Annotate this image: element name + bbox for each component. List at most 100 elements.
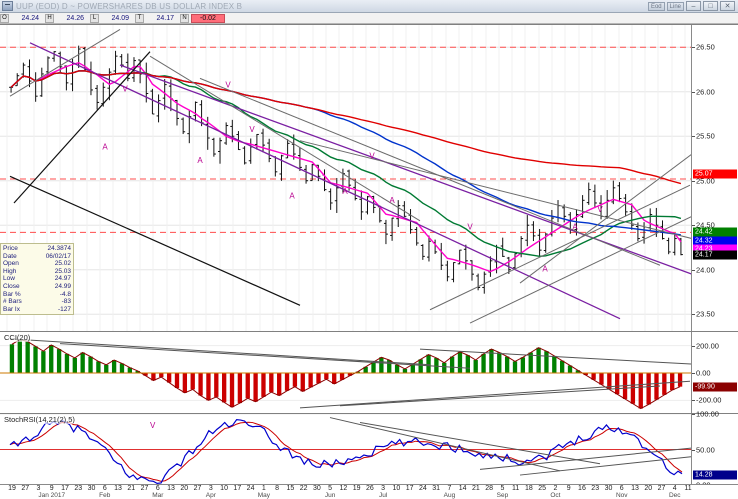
date-tick: 2 [553, 485, 558, 492]
chart-window-icon [2, 1, 13, 11]
price-axis-label: 25.00 [696, 176, 715, 186]
price-tag[interactable]: 24.17 [693, 250, 737, 260]
price-axis-label: 26.50 [696, 42, 715, 52]
date-tick: 6 [102, 485, 107, 492]
date-tick: 1 [261, 485, 266, 492]
minimize-button[interactable]: – [686, 1, 701, 11]
svg-text:V: V [467, 223, 473, 232]
readout-row: Price 24.3874 [3, 245, 71, 253]
cci-plot-area[interactable]: CCI(20) [0, 332, 692, 413]
date-month-label: Jun [324, 492, 336, 499]
close-button[interactable]: ✕ [720, 1, 735, 11]
date-tick: 20 [180, 485, 189, 492]
cci-chart-svg [0, 338, 691, 410]
window-title-bar: UUP (EOD) D ~ POWERSHARES DB US DOLLAR I… [0, 0, 738, 13]
date-tick: 25 [538, 485, 547, 492]
date-month-label: Oct [550, 492, 561, 499]
readout-label: Bar Ix [3, 305, 20, 313]
svg-text:A: A [542, 264, 548, 273]
cci-value-tag[interactable]: -99.90 [693, 382, 737, 392]
readout-value: 25.03 [54, 267, 71, 275]
readout-value: 24.97 [54, 275, 71, 283]
price-value-axis[interactable]: 26.50 26.00 25.50 25.00 24.50 24.00 23.50 25.07… [692, 25, 738, 331]
price-axis-tick [692, 269, 695, 271]
date-tick: 19 [352, 485, 361, 492]
date-month-label: May [257, 492, 270, 499]
ohlc-high-value: 24.26 [66, 14, 84, 22]
window-controls: Eod Line – □ ✕ [647, 1, 738, 11]
date-axis[interactable]: 19 27 3 9 Jan 2017 17 23 30 6 Feb 13 21 27 6 Mar 13 20 27… [0, 484, 738, 499]
date-tick: 24 [246, 485, 255, 492]
price-tag[interactable]: 24.42 [693, 227, 737, 237]
date-tick: 11 [684, 485, 692, 492]
ohlc-high-key: H [45, 13, 54, 23]
date-tick: 10 [392, 485, 401, 492]
readout-label: Open [3, 260, 19, 268]
readout-value: -4.8 [59, 290, 71, 298]
cci-value-axis[interactable]: 200.00 0.00 -200.00 -99.90 [692, 332, 738, 413]
svg-text:A: A [389, 196, 395, 205]
stochrsi-axis-label: 50.00 [696, 445, 715, 454]
maximize-button[interactable]: □ [703, 1, 718, 11]
date-tick: 3 [208, 485, 213, 492]
readout-value: -127 [57, 305, 71, 313]
stochrsi-indicator-panel[interactable]: StochRSI(14,21(2),5) V 100.0050.000.0014… [0, 410, 738, 490]
cci-axis-tick [692, 345, 695, 347]
readout-row: High 25.03 [3, 268, 71, 276]
ohlc-last-value: 24.17 [156, 14, 174, 22]
price-axis-tick [692, 314, 695, 316]
cci-axis-label: 200.00 [696, 341, 719, 351]
readout-label: High [3, 267, 17, 275]
date-tick: 9 [566, 485, 571, 492]
readout-row: Bar Ix -127 [3, 306, 71, 314]
price-tag[interactable]: 24.32 [693, 236, 737, 246]
date-month-label: Feb [99, 492, 111, 499]
date-tick: 16 [578, 485, 586, 492]
svg-text:V: V [122, 85, 128, 94]
readout-label: Low [3, 275, 15, 283]
date-tick: 20 [644, 485, 653, 492]
stochrsi-axis-tick [692, 414, 695, 415]
cci-indicator-panel[interactable]: CCI(20) 200.00 0.00 -200.00 -99.90 [0, 331, 738, 413]
ohlc-last-key: T [135, 13, 144, 23]
date-tick: 13 [167, 485, 175, 492]
price-axis-label: 26.00 [696, 87, 715, 97]
price-axis-tick [692, 91, 695, 93]
readout-value: -83 [61, 298, 71, 306]
date-tick: 5 [500, 485, 505, 492]
date-tick: 17 [233, 485, 242, 492]
ohlc-low-value: 24.09 [111, 14, 129, 22]
svg-text:V: V [249, 125, 255, 134]
ohlc-low: L 24.09 [90, 13, 135, 24]
stochrsi-value-tag[interactable]: 14.28 [693, 470, 737, 480]
readout-label: Price [3, 245, 18, 252]
date-month-label: Aug [443, 492, 456, 499]
ohlc-net-change: N -0.02 [180, 13, 225, 24]
ohlc-open-value: 24.24 [21, 14, 39, 22]
stochrsi-plot-area[interactable]: StochRSI(14,21(2),5) V [0, 414, 692, 484]
date-tick: 13 [114, 485, 122, 492]
price-plot-area[interactable]: A V A V V A A V A V A A V [0, 25, 692, 331]
price-tag[interactable]: 24.23 [693, 244, 737, 254]
date-tick: 10 [220, 485, 228, 492]
eod-badge[interactable]: Eod [647, 1, 665, 11]
svg-text:V: V [369, 151, 375, 160]
readout-value: 06/02/17 [45, 252, 71, 260]
line-badge[interactable]: Line [666, 1, 684, 11]
date-tick: 27 [140, 485, 149, 492]
date-tick: 7 [447, 485, 452, 492]
date-tick: 12 [339, 485, 348, 492]
ohlc-low-key: L [90, 13, 99, 23]
stochrsi-axis-label: 100.00 [696, 409, 719, 419]
price-axis-tick [692, 180, 695, 182]
readout-row: Bar % -4.8 [3, 291, 71, 299]
date-month-label: Nov [615, 492, 628, 499]
date-tick: 9 [49, 485, 54, 492]
date-tick: 6 [619, 485, 624, 492]
price-tag[interactable]: 25.07 [693, 169, 737, 179]
readout-value: 25.02 [54, 260, 71, 268]
svg-text:A: A [572, 223, 578, 232]
date-tick: 31 [432, 485, 441, 492]
